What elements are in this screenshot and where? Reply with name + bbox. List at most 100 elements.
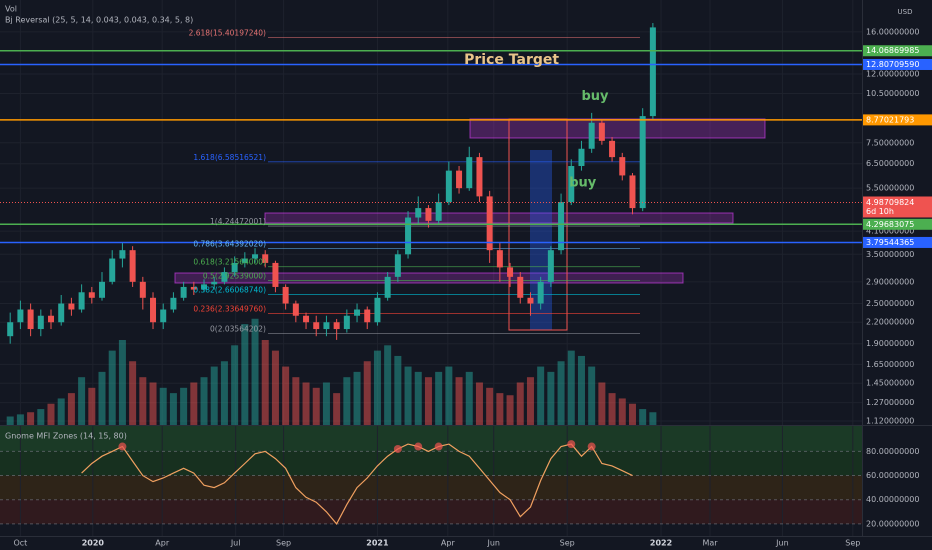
volume-bar [139, 377, 147, 425]
volume-bar [200, 377, 208, 425]
volume-bar [404, 366, 412, 425]
volume-bar [455, 377, 463, 425]
candle-body [527, 297, 534, 304]
main-pane [0, 23, 862, 425]
candle-body [598, 122, 605, 141]
volume-bar [424, 377, 432, 425]
volume-bar [159, 387, 167, 425]
x-tick-label: 2022 [650, 539, 672, 548]
x-tick-label: Jun [486, 539, 500, 548]
candle-body [507, 267, 514, 277]
volume-bar [57, 398, 65, 425]
candle-body [262, 254, 269, 263]
mfi-zone [0, 523, 862, 536]
candle-body [445, 170, 452, 203]
y-tick-label: 80.00000000 [866, 447, 919, 456]
countdown: 6d 10h [866, 207, 894, 216]
y-tick-label: 16.00000000 [866, 27, 919, 36]
mfi-zone [0, 451, 862, 476]
volume-bar [180, 387, 188, 425]
volume-bar [261, 340, 269, 425]
volume-bar [6, 416, 14, 425]
volume-bar [506, 395, 514, 425]
y-tick-label: 1.65000000 [866, 360, 914, 369]
y-tick-label: 4.10000000 [866, 227, 914, 236]
level-tag [863, 218, 932, 230]
level-label: 4.29683075 [866, 220, 914, 229]
level-label: 12.80709590 [866, 60, 919, 69]
volume-bar [628, 403, 636, 425]
mfi-zone [0, 475, 862, 500]
zone-box [174, 272, 684, 284]
candle-body [486, 196, 493, 251]
candle-body [160, 309, 167, 323]
volume-bar [547, 371, 555, 425]
candle-body [537, 281, 544, 304]
candle-body [558, 202, 565, 251]
candle-body [619, 157, 626, 176]
volume-bar [47, 403, 55, 425]
volume-bar [190, 382, 198, 425]
candle-body [170, 297, 177, 310]
volume-bar [588, 366, 596, 425]
candle-body [201, 284, 208, 290]
candle-body [7, 322, 14, 337]
x-tick-label: Jul [230, 539, 241, 548]
highlight-box [530, 150, 552, 330]
volume-bar [516, 382, 524, 425]
mfi-zone [0, 426, 862, 452]
volume-bar [108, 350, 116, 425]
level-tag [863, 114, 932, 126]
y-tick-label: 2.20000000 [866, 318, 914, 327]
volume-bar [363, 361, 371, 425]
candle-body [221, 272, 228, 282]
y-tick-label: 40.00000000 [866, 495, 919, 504]
mfi-zone [0, 499, 862, 524]
mfi-line [81, 443, 633, 525]
annotation: buy [581, 89, 609, 104]
volume-bar [149, 382, 157, 425]
volume-bar [414, 371, 422, 425]
volume-bar [98, 371, 106, 425]
candle-body [231, 262, 238, 273]
candle-body [374, 297, 381, 323]
volume-bar [302, 382, 310, 425]
candle-body [405, 217, 412, 255]
candle-body [568, 165, 575, 203]
mfi-title: Gnome MFI Zones (14, 15, 80) [5, 432, 127, 441]
x-tick-label: Sep [560, 539, 575, 548]
volume-bar [312, 387, 320, 425]
y-tick-label: 5.50000000 [866, 184, 914, 193]
volume-bar [322, 382, 330, 425]
level-tag [863, 58, 932, 70]
candle-body [17, 309, 24, 323]
candle-body [58, 303, 65, 323]
fib-label: 0.786(3.64392020) [193, 239, 266, 248]
y-tick-label: 10.50000000 [866, 89, 919, 98]
y-tick-label: 20.00000000 [866, 519, 919, 528]
volume-bar [67, 393, 75, 425]
candle-body [139, 281, 146, 298]
zone-box [264, 212, 734, 224]
volume-bar [118, 340, 126, 425]
candle-body [37, 315, 44, 330]
volume-bar [343, 377, 351, 425]
fib-label: 0(2.03564202) [210, 325, 266, 334]
candle-body [343, 315, 350, 330]
last-price-label: 4.98709824 [866, 198, 914, 207]
mfi-signal [393, 444, 402, 453]
volume-bar [27, 412, 35, 425]
candle-body [394, 254, 401, 277]
y-tick-label: 1.12000000 [866, 417, 914, 426]
candle-body [68, 303, 75, 310]
x-tick-label: 2021 [366, 539, 389, 548]
x-tick-label: Sep [276, 539, 291, 548]
candle-body [109, 258, 116, 282]
fib-label: 2.618(15.40197240) [189, 28, 266, 37]
candle-body [354, 309, 361, 316]
volume-bar [271, 350, 279, 425]
x-tick-label: Apr [155, 539, 170, 548]
annotation: buy [569, 175, 597, 190]
